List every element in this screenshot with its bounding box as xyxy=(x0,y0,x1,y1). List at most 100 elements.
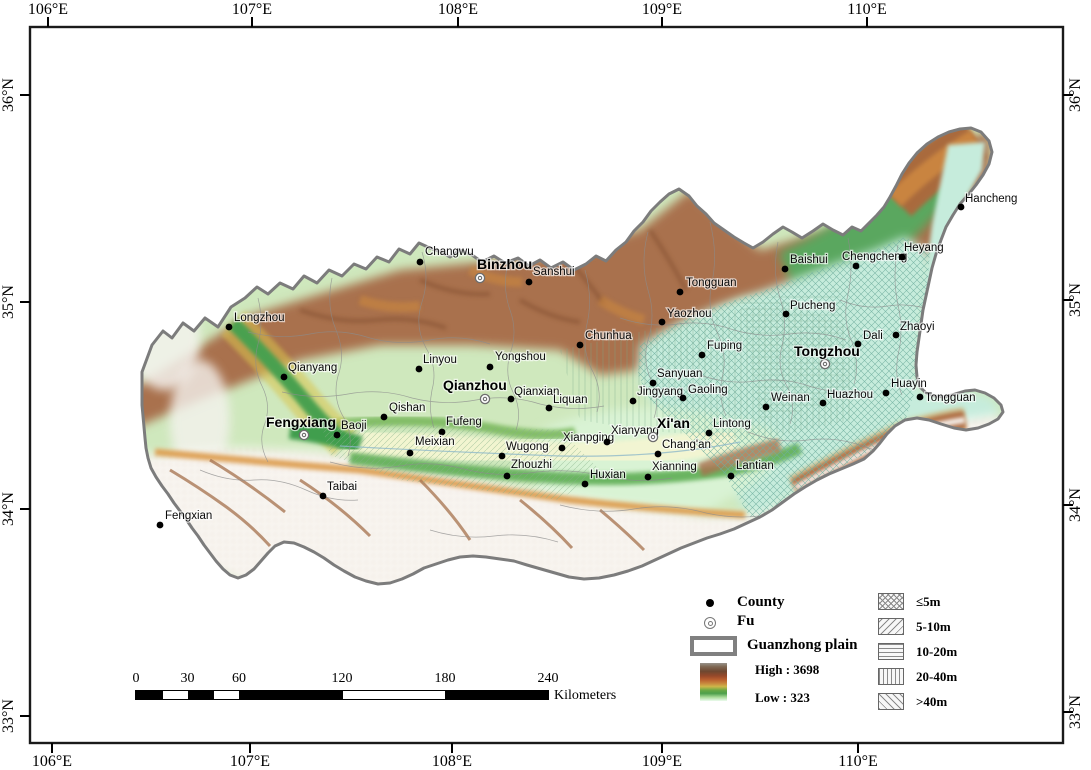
county-label: Huxian xyxy=(590,469,626,481)
depth-pattern-swatch xyxy=(878,693,904,710)
scalebar-segment xyxy=(161,691,189,699)
axis-label-left: 35°N xyxy=(0,285,17,319)
fu-symbol-inner xyxy=(707,620,713,626)
county-dot xyxy=(576,341,584,349)
county-label: Weinan xyxy=(771,392,810,404)
axis-label-bottom: 107°E xyxy=(230,753,270,770)
axis-label-right: 33°N xyxy=(1067,695,1084,729)
county-dot xyxy=(503,472,511,480)
county-dot xyxy=(319,492,327,500)
county-dot xyxy=(438,428,446,436)
axis-label-bottom: 109°E xyxy=(642,753,682,770)
county-label: Pucheng xyxy=(790,300,835,312)
elevation-ramp xyxy=(700,663,727,701)
map-frame xyxy=(28,25,1065,745)
county-label: Lantian xyxy=(736,460,774,472)
fu-symbol xyxy=(704,617,716,629)
county-label: Xianpging xyxy=(563,432,614,444)
legend-depth-row: 20-40m xyxy=(878,668,957,685)
axis-label-right: 35°N xyxy=(1067,283,1084,317)
county-dot xyxy=(781,265,789,273)
legend-depth-row: 5-10m xyxy=(878,618,951,635)
county-dot xyxy=(854,340,862,348)
county-label: Qianxian xyxy=(514,386,559,398)
axis-label-left: 36°N xyxy=(0,78,17,112)
scalebar-number: 120 xyxy=(331,671,353,686)
guanzhong-plain-symbol xyxy=(690,636,737,656)
depth-class-label: 5-10m xyxy=(916,618,951,634)
county-label: Changwu xyxy=(425,246,474,258)
scalebar-segment xyxy=(342,691,446,699)
county-label: Huazhou xyxy=(827,389,873,401)
county-dot xyxy=(581,480,589,488)
fu-marker-inner xyxy=(650,434,656,440)
axis-label-top: 108°E xyxy=(438,1,478,18)
fu-marker-inner xyxy=(477,275,483,281)
county-label: Taibai xyxy=(327,481,357,493)
legend-depth-row: ≤5m xyxy=(878,593,940,610)
county-label: Dali xyxy=(863,330,883,342)
county-dot xyxy=(486,363,494,371)
scalebar-segment xyxy=(136,691,162,699)
county-dot xyxy=(898,253,906,261)
county-label: Heyang xyxy=(904,242,944,254)
county-label: Sanshui xyxy=(533,266,575,278)
fu-label: Fengxiang xyxy=(266,414,336,430)
scale-bar: 0 30 60 120 180 240 Kilometers xyxy=(133,671,617,703)
fu-marker-inner xyxy=(822,361,828,367)
county-label: Lintong xyxy=(713,418,751,430)
county-dot xyxy=(782,310,790,318)
depth-pattern-swatch xyxy=(878,618,904,635)
depth-class-label: 10-20m xyxy=(916,643,958,659)
county-boundaries xyxy=(199,221,937,543)
scalebar-number: 180 xyxy=(434,671,456,686)
county-dot xyxy=(545,404,553,412)
county-dot xyxy=(727,472,735,480)
county-dot xyxy=(852,262,860,270)
depth-class-label: >40m xyxy=(916,693,948,709)
elevation-low-label: Low : 323 xyxy=(755,690,810,705)
county-dot xyxy=(380,413,388,421)
county-dot xyxy=(698,351,706,359)
county-dot xyxy=(225,323,233,331)
axis-label-top: 110°E xyxy=(847,1,887,18)
county-dot xyxy=(558,444,566,452)
county-label: Chunhua xyxy=(585,330,632,342)
axis-label-bottom: 110°E xyxy=(838,753,878,770)
county-dot xyxy=(507,395,515,403)
fu-marker-inner xyxy=(301,432,307,438)
county-dot xyxy=(957,203,965,211)
city-markers: Changwu Sanshui Tongguan Yaozhou Chunhua Bais… xyxy=(156,192,1019,529)
county-label: Liquan xyxy=(553,394,588,406)
axis-label-left: 34°N xyxy=(0,492,17,526)
scalebar-number: 240 xyxy=(537,671,559,686)
county-dot xyxy=(406,449,414,457)
legend-county-label: County xyxy=(737,594,785,610)
depth-pattern-swatch xyxy=(878,593,904,610)
county-label: Chengcheng xyxy=(842,251,907,263)
depth-class-label: 20-40m xyxy=(916,668,958,684)
scalebar-segment xyxy=(239,691,342,699)
county-label: Longzhou xyxy=(234,312,285,324)
county-dot xyxy=(705,429,713,437)
county-label: Baishui xyxy=(790,254,828,266)
county-dot xyxy=(629,397,637,405)
county-label: Gaoling xyxy=(688,384,728,396)
axis-label-top: 106°E xyxy=(28,1,68,18)
county-label: Jingyang xyxy=(637,386,683,398)
fu-label: Qianzhou xyxy=(443,377,507,393)
county-label: Wugong xyxy=(506,441,549,453)
county-dot xyxy=(498,452,506,460)
county-label: Zhaoyi xyxy=(900,321,935,333)
scalebar-number: 60 xyxy=(232,671,246,686)
county-label: Tongguan xyxy=(925,392,976,404)
county-label: Meixian xyxy=(415,436,455,448)
axis-label-right: 34°N xyxy=(1067,488,1084,522)
county-dot xyxy=(916,393,924,401)
legend-plain-label: Guanzhong plain xyxy=(747,637,858,653)
county-dot xyxy=(525,278,533,286)
axis-label-left: 33°N xyxy=(0,699,17,733)
